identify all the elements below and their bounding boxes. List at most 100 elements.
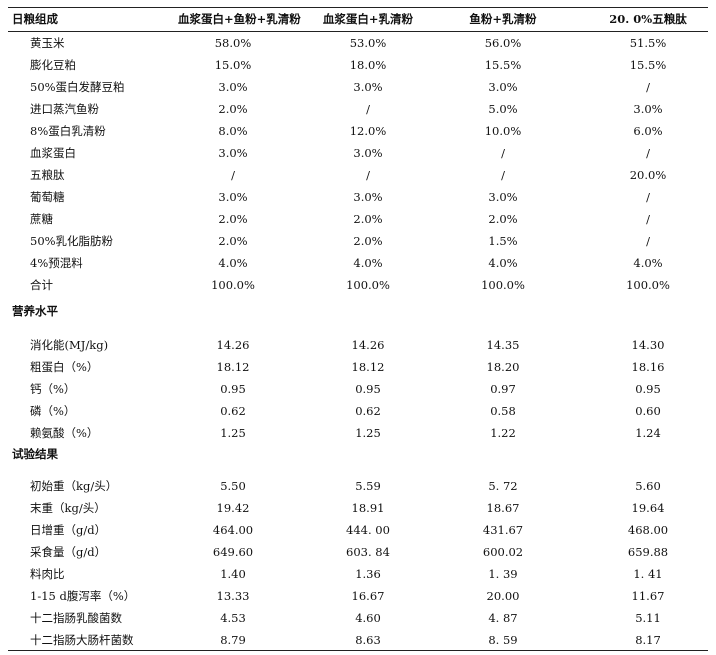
top-rule [8, 7, 708, 8]
table-cell: 100.0% [346, 278, 390, 292]
header-cell: 日粮组成 [12, 12, 58, 26]
row-label: 50%蛋白发酵豆粕 [30, 80, 125, 94]
table-row: 钙（%） 0.95 0.95 0.97 0.95 [8, 378, 708, 400]
table-cell: 4. 87 [488, 611, 518, 625]
table-cell: 3.0% [218, 146, 248, 160]
table-cell: / [501, 168, 505, 182]
table-cell: 6.0% [633, 124, 663, 138]
table-cell: 0.95 [635, 382, 661, 396]
table-cell: 19.64 [631, 501, 665, 515]
table-cell: 8.63 [355, 633, 381, 647]
table-cell: 3.0% [633, 102, 663, 116]
table-cell: / [231, 168, 235, 182]
row-label: 十二指肠乳酸菌数 [30, 611, 122, 625]
table-row: 1-15 d腹泻率（%） 13.33 16.67 20.00 11.67 [8, 585, 708, 607]
table-row: 50%乳化脂肪粉 2.0% 2.0% 1.5% / [8, 230, 708, 252]
table-row: 日增重（g/d） 464.00 444. 00 431.67 468.00 [8, 519, 708, 541]
table-row: 合计 100.0% 100.0% 100.0% 100.0% [8, 274, 708, 296]
table-cell: 8.17 [635, 633, 661, 647]
row-label: 料肉比 [30, 567, 65, 581]
table-cell: 0.97 [490, 382, 516, 396]
table-cell: 18.16 [631, 360, 665, 374]
table-cell: / [501, 146, 505, 160]
table-cell: 15.5% [484, 58, 522, 72]
row-label: 磷（%） [30, 404, 76, 418]
table-cell: 15.5% [629, 58, 667, 72]
row-label: 十二指肠大肠杆菌数 [30, 633, 134, 647]
table-cell: 56.0% [484, 36, 522, 50]
table-row: 十二指肠乳酸菌数 4.53 4.60 4. 87 5.11 [8, 607, 708, 629]
table-cell: 3.0% [353, 80, 383, 94]
table-row: 初始重（kg/头） 5.50 5.59 5. 72 5.60 [8, 475, 708, 497]
row-label: 末重（kg/头） [30, 501, 106, 515]
row-label: 蔗糖 [30, 212, 53, 226]
table-cell: 464.00 [212, 523, 254, 537]
table-row: 黄玉米 58.0% 53.0% 56.0% 51.5% [8, 32, 708, 54]
table-row: 进口蒸汽鱼粉 2.0% / 5.0% 3.0% [8, 98, 708, 120]
row-label: 五粮肽 [30, 168, 65, 182]
table-cell: 8.79 [220, 633, 246, 647]
table-cell: 1.22 [490, 426, 516, 440]
table-cell: 10.0% [484, 124, 522, 138]
table-cell: 14.30 [631, 338, 665, 352]
nutrition-section-title-row: 营养水平 [8, 300, 708, 322]
row-label: 粗蛋白（%） [30, 360, 99, 374]
table-cell: 8.0% [218, 124, 248, 138]
row-label: 合计 [30, 278, 53, 292]
row-label: 钙（%） [30, 382, 76, 396]
table-cell: 12.0% [349, 124, 387, 138]
table-row: 蔗糖 2.0% 2.0% 2.0% / [8, 208, 708, 230]
table-cell: 1.25 [220, 426, 246, 440]
table-cell: 18.20 [486, 360, 520, 374]
header-cell: 鱼粉+乳清粉 [469, 12, 537, 26]
table-cell: 18.91 [351, 501, 385, 515]
table-cell: 4.60 [355, 611, 381, 625]
table-cell: 3.0% [353, 190, 383, 204]
table-cell: 600.02 [482, 545, 524, 559]
bottom-rule [8, 650, 708, 651]
table-cell: 0.95 [355, 382, 381, 396]
row-label: 赖氨酸（%） [30, 426, 99, 440]
row-label: 初始重（kg/头） [30, 479, 118, 493]
header-rule [8, 31, 708, 32]
table-cell: 16.67 [351, 589, 385, 603]
table-cell: 19.42 [216, 501, 250, 515]
table-cell: 603. 84 [346, 545, 390, 559]
table-cell: 2.0% [353, 212, 383, 226]
table-cell: 15.0% [214, 58, 252, 72]
table-cell: 444. 00 [346, 523, 390, 537]
table-cell: 20.00 [486, 589, 520, 603]
table-cell: 1.25 [355, 426, 381, 440]
header-cell: 血浆蛋白+乳清粉 [322, 12, 414, 26]
table-cell: 53.0% [349, 36, 387, 50]
table-cell: / [366, 102, 370, 116]
table-cell: 13.33 [216, 589, 250, 603]
table-cell: 18.12 [351, 360, 385, 374]
table-cell: 1.5% [488, 234, 518, 248]
table-cell: 3.0% [218, 190, 248, 204]
row-label: 葡萄糖 [30, 190, 65, 204]
table-cell: 0.58 [490, 404, 516, 418]
table-cell: / [646, 80, 650, 94]
table-cell: 2.0% [218, 212, 248, 226]
table-cell: 1.40 [220, 567, 246, 581]
table-cell: 4.0% [488, 256, 518, 270]
table-cell: 3.0% [353, 146, 383, 160]
table-cell: 18.67 [486, 501, 520, 515]
table-cell: 5. 72 [488, 479, 518, 493]
table-row: 粗蛋白（%） 18.12 18.12 18.20 18.16 [8, 356, 708, 378]
table-cell: 4.0% [218, 256, 248, 270]
table-cell: 14.26 [351, 338, 385, 352]
row-label: 血浆蛋白 [30, 146, 76, 160]
table-cell: 0.60 [635, 404, 661, 418]
row-label: 采食量（g/d） [30, 545, 107, 559]
table-cell: 659.88 [627, 545, 669, 559]
table-cell: 0.62 [220, 404, 246, 418]
table-cell: 58.0% [214, 36, 252, 50]
table-cell: 5.11 [635, 611, 661, 625]
table-row: 50%蛋白发酵豆粕 3.0% 3.0% 3.0% / [8, 76, 708, 98]
table-cell: 431.67 [482, 523, 524, 537]
table-cell: 468.00 [627, 523, 669, 537]
table-cell: 4.0% [353, 256, 383, 270]
table-cell: 1. 41 [633, 567, 663, 581]
